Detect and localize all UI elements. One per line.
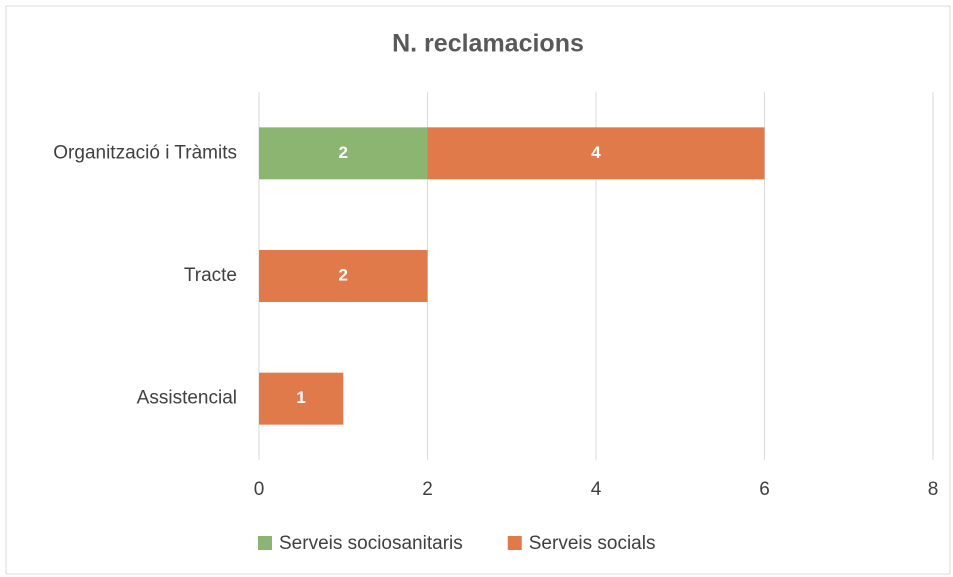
x-tick-label: 0 xyxy=(254,479,265,500)
data-label: 1 xyxy=(296,388,305,407)
bar xyxy=(259,372,344,425)
data-label: 4 xyxy=(591,143,601,162)
bar xyxy=(259,127,428,180)
chart-border xyxy=(5,5,951,575)
bar xyxy=(427,127,765,180)
x-tick-label: 6 xyxy=(759,479,770,500)
x-tick-label: 2 xyxy=(422,479,433,500)
bar xyxy=(259,250,428,302)
data-label: 2 xyxy=(339,143,348,162)
legend-label: Serveis socials xyxy=(529,533,656,554)
legend-swatch xyxy=(507,536,522,550)
y-tick-label: Organització i Tràmits xyxy=(53,142,237,163)
y-tick-label: Tracte xyxy=(184,265,237,286)
x-tick-label: 8 xyxy=(928,479,939,500)
x-tick-label: 4 xyxy=(591,479,602,500)
y-tick-label: Assistencial xyxy=(137,388,237,409)
legend-label: Serveis sociosanitaris xyxy=(279,533,463,554)
legend-swatch xyxy=(258,536,272,550)
chart-title: N. reclamacions xyxy=(392,30,584,58)
data-label: 2 xyxy=(339,265,348,284)
